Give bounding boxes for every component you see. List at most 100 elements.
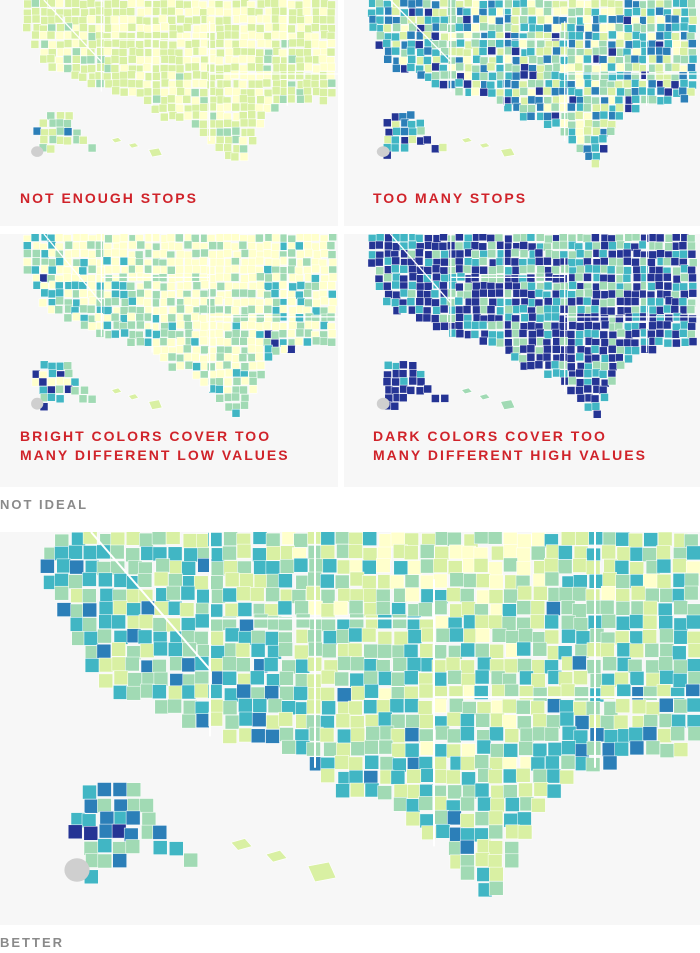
county-cell — [559, 240, 568, 250]
county-cell — [249, 587, 265, 602]
county-cell — [449, 627, 464, 643]
county-cell — [206, 362, 216, 372]
county-cell — [23, 241, 32, 250]
county-cell — [517, 824, 533, 840]
county-cell — [119, 234, 129, 242]
county-cell — [198, 46, 208, 56]
county-cell — [86, 55, 96, 65]
county-cell — [391, 671, 406, 687]
county-cell — [63, 136, 72, 146]
county-cell — [250, 630, 266, 645]
county-cell — [208, 711, 223, 727]
county-cell — [256, 111, 266, 120]
county-cell — [167, 546, 183, 562]
county-cell — [263, 70, 272, 80]
county-cell — [511, 321, 520, 331]
county-cell — [192, 70, 201, 80]
county-cell — [543, 256, 552, 266]
county-cell — [471, 297, 480, 307]
county-cell — [304, 40, 313, 49]
county-cell — [46, 111, 56, 121]
county-cell — [278, 31, 288, 40]
county-cell — [615, 14, 625, 24]
county-cell — [688, 7, 697, 17]
panel-label-line: BRIGHT COLORS COVER TOO — [20, 428, 272, 444]
county-cell — [599, 144, 608, 154]
county-cell — [327, 38, 336, 48]
county-cell — [616, 683, 632, 699]
county-cell — [125, 839, 141, 854]
county-cell — [264, 297, 274, 307]
county-cell — [191, 62, 200, 72]
county-cell — [190, 298, 200, 307]
county-cell — [256, 370, 266, 379]
county-cell — [216, 31, 225, 41]
county-cell — [574, 71, 584, 80]
county-cell — [336, 629, 351, 644]
county-cell — [602, 572, 617, 587]
county-cell — [511, 298, 521, 307]
county-cell — [447, 810, 462, 826]
county-cell — [199, 88, 209, 97]
county-cell — [632, 248, 642, 258]
county-cell — [320, 249, 329, 258]
county-cell — [662, 79, 672, 88]
county-cell — [559, 304, 569, 314]
county-cell — [363, 770, 379, 785]
county-cell — [404, 727, 420, 742]
county-cell — [602, 532, 618, 547]
county-cell — [488, 72, 497, 81]
county-cell — [48, 369, 57, 378]
county-cell — [488, 810, 504, 826]
county-cell — [270, 0, 280, 8]
county-cell — [663, 304, 672, 314]
county-cell — [601, 544, 616, 560]
county-cell — [222, 16, 232, 25]
county-cell — [645, 701, 661, 717]
county-cell — [495, 288, 504, 298]
county-cell — [39, 31, 48, 40]
county-cell — [182, 95, 192, 104]
county-cell — [183, 852, 198, 868]
county-cell — [238, 711, 254, 727]
county-cell — [302, 6, 312, 16]
county-cell — [158, 14, 168, 24]
county-cell — [543, 297, 553, 306]
county-cell — [378, 739, 394, 755]
county-cell — [671, 645, 687, 661]
county-cell — [566, 386, 576, 395]
county-cell — [262, 321, 272, 331]
county-cell — [383, 118, 392, 128]
county-cell — [82, 588, 97, 603]
county-cell — [408, 281, 417, 290]
county-cell — [527, 15, 537, 25]
county-cell — [192, 15, 201, 25]
county-cell — [363, 643, 378, 659]
county-cell — [512, 0, 521, 9]
county-cell — [589, 727, 605, 743]
county-cell — [222, 127, 232, 137]
county-cell — [181, 713, 197, 729]
county-cell — [449, 544, 464, 560]
county-cell — [470, 241, 480, 250]
map-panel-not-enough-stops: NOT ENOUGH STOPS — [0, 0, 338, 226]
county-cell — [575, 249, 585, 258]
county-cell — [337, 559, 352, 575]
county-cell — [592, 241, 601, 251]
county-cell — [379, 756, 395, 771]
county-cell — [84, 658, 100, 673]
county-cell — [504, 266, 514, 276]
county-cell — [265, 560, 281, 576]
county-cell — [271, 346, 281, 356]
county-cell — [72, 55, 81, 64]
county-cell — [264, 344, 273, 354]
county-cell — [320, 265, 329, 275]
county-cell — [239, 152, 249, 162]
county-cell — [216, 282, 226, 291]
county-cell — [240, 274, 249, 283]
county-cell — [382, 23, 392, 33]
state-border — [43, 234, 102, 304]
county-cell — [327, 78, 337, 88]
county-cell — [586, 547, 601, 563]
county-cell — [398, 56, 408, 66]
